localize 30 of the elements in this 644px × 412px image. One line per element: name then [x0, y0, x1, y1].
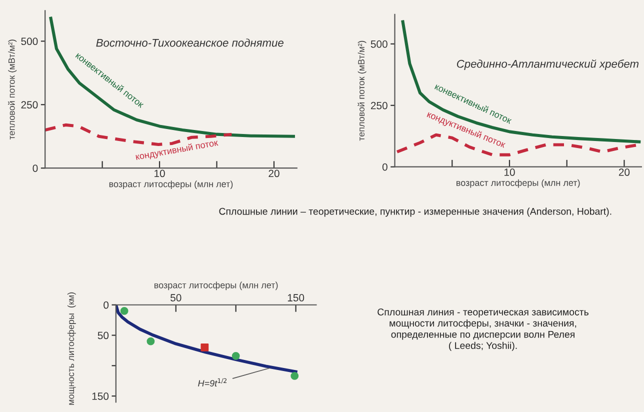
y-tick-label: 250 [370, 102, 388, 110]
line-series [49, 16, 295, 138]
x-tick-label: 10 [504, 168, 515, 176]
y-tick-label: 0 [382, 163, 388, 171]
x-tick-label: 20 [268, 170, 280, 178]
text: Срединно-Атлантический хребет [457, 59, 638, 70]
x-axis-title: возраст литосферы (млн лет) [154, 282, 278, 290]
y-tick-label: 150 [92, 392, 109, 400]
y-tick-label: 50 [98, 332, 109, 340]
y-tick-label: 500 [370, 40, 388, 48]
x-tick-label: 10 [154, 170, 165, 178]
point [232, 352, 240, 360]
y-tick-label: 250 [21, 101, 38, 109]
annotation: H=9t$^{1/2}$ [198, 378, 226, 386]
x-axis-title: возраст литосферы (млн лет) [456, 179, 580, 188]
y-axis-title: тепловой поток (мВт/м²) [8, 40, 17, 140]
x-axis-title: возраст литосферы (млн лет) [109, 180, 233, 189]
point [146, 337, 155, 346]
point [120, 307, 128, 315]
y-tick-label: 0 [104, 301, 109, 309]
y-tick-label: 0 [32, 164, 38, 172]
point [290, 372, 299, 380]
y-axis-title: мощность литосферы (км) [67, 292, 76, 405]
text: Сплошные линии – теоретические, пунктир - измеренные значения (Anderson, Hobart). [219, 208, 612, 217]
text: Сплошная линия - теоретическая зависимость мощности литосферы, значки - значения, определенные по дисперсии волн Релея ( Leeds; Yoshii). [378, 308, 588, 351]
point [200, 343, 209, 352]
x-tick-label: 20 [618, 168, 630, 176]
text: Восточно-Тихоокеанское поднятие [96, 38, 284, 47]
y-axis-title: тепловой поток (мВт/м²) [358, 40, 366, 141]
y-tick-label: 500 [21, 38, 38, 46]
